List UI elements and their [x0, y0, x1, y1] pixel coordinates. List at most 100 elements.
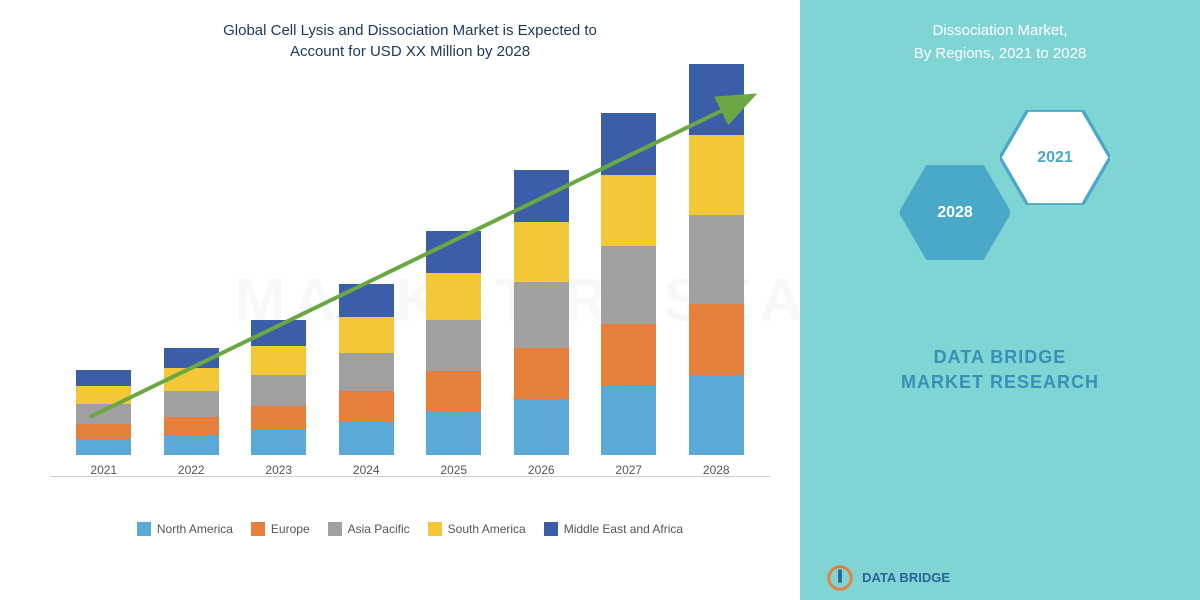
- x-axis-label: 2024: [353, 463, 380, 477]
- hexagon-2028-label: 2028: [937, 204, 973, 222]
- bar-stack: [76, 370, 131, 455]
- logo-mark-icon: [826, 564, 854, 592]
- legend-item: Asia Pacific: [328, 522, 410, 536]
- bar-segment: [514, 399, 569, 455]
- right-title-line1: Dissociation Market,: [932, 22, 1067, 39]
- chart-title: Global Cell Lysis and Dissociation Marke…: [40, 20, 780, 62]
- bar-segment: [689, 215, 744, 304]
- legend-swatch: [428, 522, 442, 536]
- bar-segment: [164, 417, 219, 435]
- hexagon-2021-label: 2021: [1037, 149, 1073, 167]
- bar-segment: [164, 348, 219, 368]
- bar-segment: [251, 375, 306, 406]
- chart-legend: North America Europe Asia Pacific South Ame…: [40, 522, 780, 536]
- bar-stack: [689, 64, 744, 455]
- x-axis-label: 2027: [615, 463, 642, 477]
- chart-title-line1: Global Cell Lysis and Dissociation Marke…: [223, 22, 597, 39]
- bar-segment: [251, 430, 306, 455]
- bar-stack: [164, 348, 219, 455]
- bar-stack: [514, 170, 569, 455]
- bar-segment: [339, 317, 394, 353]
- bar-stack: [339, 284, 394, 455]
- bar-segment: [601, 386, 656, 455]
- x-axis-label: 2021: [90, 463, 117, 477]
- bottom-logo: DATA BRIDGE: [826, 564, 950, 592]
- x-axis-label: 2026: [528, 463, 555, 477]
- bar-group: 2026: [506, 170, 576, 477]
- legend-item: Europe: [251, 522, 310, 536]
- hexagon-group: 2028 2021: [870, 95, 1130, 295]
- bar-segment: [76, 424, 131, 439]
- bar-segment: [601, 113, 656, 175]
- bar-group: 2022: [156, 348, 226, 477]
- bar-group: 2025: [419, 231, 489, 477]
- bar-segment: [251, 406, 306, 430]
- bar-segment: [339, 284, 394, 317]
- bar-group: 2023: [244, 320, 314, 477]
- x-axis-label: 2028: [703, 463, 730, 477]
- right-panel: Dissociation Market, By Regions, 2021 to…: [800, 0, 1200, 600]
- bar-segment: [689, 375, 744, 455]
- bar-segment: [601, 324, 656, 386]
- bar-segment: [514, 170, 569, 223]
- legend-swatch: [328, 522, 342, 536]
- bar-segment: [76, 370, 131, 386]
- bar-segment: [601, 175, 656, 246]
- chart-section: Global Cell Lysis and Dissociation Marke…: [0, 0, 800, 600]
- bar-stack: [426, 231, 481, 455]
- bar-segment: [76, 404, 131, 424]
- legend-label: South America: [448, 522, 526, 536]
- bar-segment: [164, 435, 219, 455]
- legend-item: Middle East and Africa: [544, 522, 683, 536]
- legend-item: South America: [428, 522, 526, 536]
- legend-label: Asia Pacific: [348, 522, 410, 536]
- bar-segment: [514, 282, 569, 347]
- hexagon-2028: 2028: [900, 165, 1010, 260]
- right-panel-title: Dissociation Market, By Regions, 2021 to…: [914, 20, 1087, 65]
- bar-group: 2024: [331, 284, 401, 477]
- bar-segment: [601, 246, 656, 324]
- legend-label: Middle East and Africa: [564, 522, 683, 536]
- brand-line1: DATA BRIDGE: [934, 347, 1067, 367]
- bar-stack: [601, 113, 656, 455]
- bar-segment: [251, 320, 306, 345]
- chart-title-line2: Account for USD XX Million by 2028: [290, 43, 530, 60]
- bar-group: 2021: [69, 370, 139, 477]
- bar-group: 2027: [594, 113, 664, 477]
- right-title-line2: By Regions, 2021 to 2028: [914, 45, 1087, 62]
- bar-segment: [689, 64, 744, 135]
- x-axis-label: 2022: [178, 463, 205, 477]
- legend-item: North America: [137, 522, 233, 536]
- bar-segment: [426, 231, 481, 273]
- x-axis-label: 2023: [265, 463, 292, 477]
- bar-segment: [339, 391, 394, 422]
- legend-swatch: [251, 522, 265, 536]
- bar-segment: [689, 304, 744, 375]
- bar-segment: [426, 371, 481, 411]
- chart-area: 2021 2022 2023 2024 2025 2026 2027 2028: [50, 77, 770, 497]
- legend-swatch: [137, 522, 151, 536]
- brand-text: DATA BRIDGE MARKET RESEARCH: [901, 345, 1099, 395]
- main-container: Global Cell Lysis and Dissociation Marke…: [0, 0, 1200, 600]
- legend-swatch: [544, 522, 558, 536]
- bar-segment: [426, 320, 481, 371]
- bar-segment: [164, 391, 219, 416]
- bar-segment: [426, 273, 481, 320]
- bar-segment: [514, 222, 569, 282]
- bar-segment: [76, 439, 131, 455]
- bars-container: 2021 2022 2023 2024 2025 2026 2027 2028: [50, 77, 770, 477]
- brand-line2: MARKET RESEARCH: [901, 372, 1099, 392]
- bar-stack: [251, 320, 306, 455]
- bar-segment: [164, 368, 219, 392]
- hexagon-2021: 2021: [1000, 110, 1110, 205]
- x-axis-label: 2025: [440, 463, 467, 477]
- bar-segment: [689, 135, 744, 215]
- bar-segment: [76, 386, 131, 404]
- bar-segment: [339, 422, 394, 455]
- bottom-logo-text: DATA BRIDGE: [862, 571, 950, 585]
- bar-segment: [426, 411, 481, 455]
- legend-label: North America: [157, 522, 233, 536]
- legend-label: Europe: [271, 522, 310, 536]
- bar-segment: [514, 348, 569, 399]
- bar-segment: [339, 353, 394, 391]
